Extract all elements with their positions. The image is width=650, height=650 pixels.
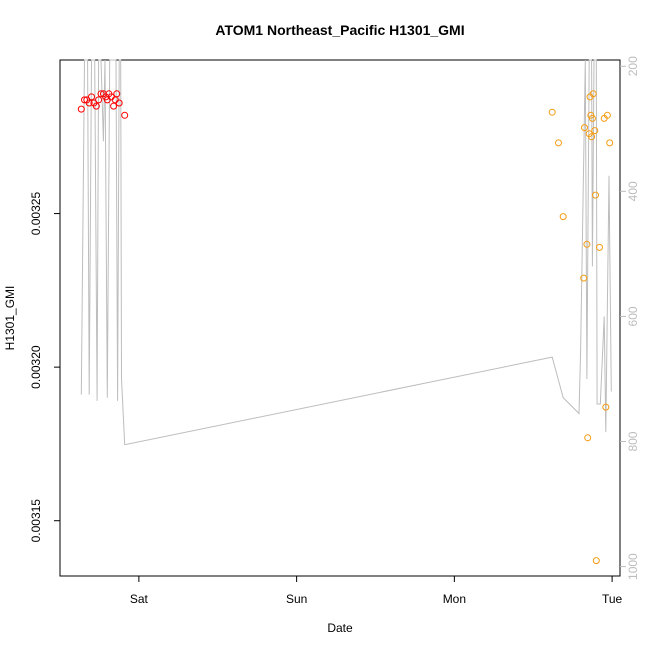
x-tick-label: Sat: [130, 592, 149, 606]
x-axis: Sat Sun Mon Tue: [130, 576, 623, 606]
data-point: [596, 243, 603, 251]
data-point: [559, 213, 567, 221]
data-point: [555, 139, 562, 147]
y-tick-label: 0.00320: [29, 345, 43, 389]
data-point: [77, 105, 85, 113]
data-point: [92, 102, 100, 110]
x-tick-label: Mon: [443, 592, 466, 606]
right-axis: 200 400 600 800 1000: [620, 56, 640, 580]
data-point: [592, 557, 600, 565]
data-point: [110, 102, 118, 110]
x-tick-label: Sun: [286, 592, 307, 606]
y-axis: 0.00315 0.00320 0.00325: [29, 192, 60, 543]
right-tick-label: 400: [626, 181, 640, 201]
plot-area: [59, 59, 621, 577]
chart-title: ATOM1 Northeast_Pacific H1301_GMI: [215, 22, 464, 38]
data-point: [592, 191, 599, 199]
data-point: [588, 133, 596, 141]
data-points-layer: [77, 90, 614, 565]
data-point: [580, 274, 588, 282]
y-tick-label: 0.00315: [29, 499, 43, 543]
data-point: [581, 124, 588, 132]
data-point: [589, 90, 597, 98]
y-axis-label: H1301_GMI: [3, 286, 17, 351]
data-point: [584, 434, 592, 442]
data-point: [95, 96, 103, 104]
right-tick-label: 800: [626, 431, 640, 451]
right-tick-label: 1000: [626, 553, 640, 580]
data-point: [583, 240, 591, 248]
data-point: [588, 114, 596, 122]
data-point: [121, 111, 129, 119]
data-point: [85, 99, 93, 107]
data-point: [602, 403, 610, 411]
data-point: [548, 108, 556, 116]
data-point: [591, 127, 599, 135]
right-tick-label: 200: [626, 56, 640, 76]
data-point: [88, 93, 95, 101]
data-point: [113, 90, 121, 98]
data-point: [603, 111, 611, 119]
data-point: [81, 96, 88, 104]
pressure-line-layer: [80, 59, 612, 446]
data-point: [97, 90, 105, 98]
y-tick-label: 0.00325: [29, 192, 43, 236]
x-axis-label: Date: [327, 621, 353, 635]
x-tick-label: Tue: [602, 592, 623, 606]
data-point: [115, 99, 123, 107]
right-tick-label: 600: [626, 306, 640, 326]
data-point: [606, 139, 614, 147]
pressure-line: [80, 59, 612, 446]
